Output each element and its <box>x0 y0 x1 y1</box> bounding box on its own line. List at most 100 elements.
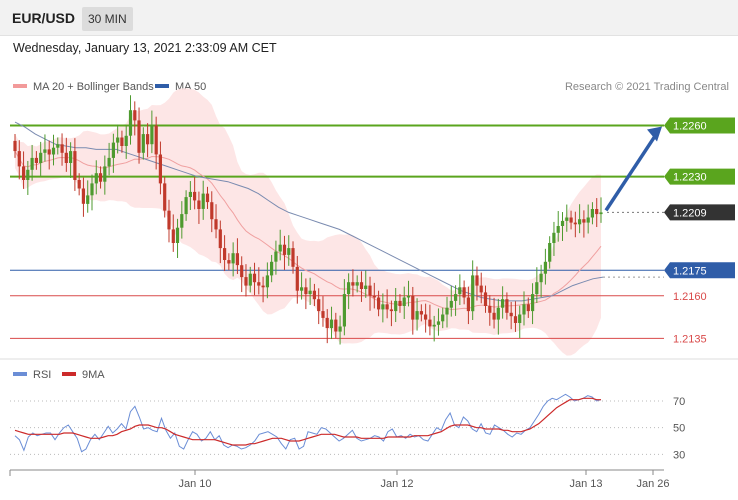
candle-body <box>321 311 325 318</box>
candle-body <box>599 212 603 215</box>
level-label-1.2260: 1.2260 <box>673 121 707 133</box>
candle-body <box>483 292 488 306</box>
toolbar: EUR/USD 30 MIN <box>0 0 738 36</box>
level-tag-1.2230 <box>664 168 735 185</box>
x-tick-label-jan-10: Jan 10 <box>178 478 211 490</box>
candle-body <box>56 144 60 148</box>
rsi-panel: 70 50 30 <box>10 393 685 461</box>
candle-body <box>244 277 248 286</box>
candle-body <box>188 191 192 197</box>
candle-body <box>210 202 214 220</box>
candle-body <box>22 166 26 180</box>
candle-body <box>492 312 496 320</box>
candle-body <box>107 157 111 167</box>
candle-body <box>334 319 338 332</box>
candle-body <box>355 282 359 286</box>
rsi-tick-30: 30 <box>673 449 685 461</box>
candle-body <box>218 229 222 249</box>
candle-body <box>590 209 594 218</box>
candle-body <box>163 183 167 211</box>
candle-body <box>235 253 239 266</box>
candle-body <box>47 149 51 155</box>
level-label-1.2230: 1.2230 <box>673 172 707 184</box>
candle-body <box>466 297 470 312</box>
rsi-line <box>14 393 602 453</box>
target-arrow-head <box>647 126 662 142</box>
candle-body <box>30 157 34 170</box>
candle-body <box>150 125 154 145</box>
candle-body <box>377 297 381 310</box>
timeframe-button[interactable]: 30 MIN <box>82 7 133 31</box>
candle-body <box>231 253 235 264</box>
candle-body <box>128 110 133 136</box>
candle-body <box>111 142 115 158</box>
bollinger-band <box>15 88 601 356</box>
level-label-1.2175: 1.2175 <box>673 265 707 277</box>
candle-body <box>578 219 582 225</box>
x-tick-label-jan-12: Jan 12 <box>380 478 413 490</box>
candle-body <box>342 294 346 327</box>
candle-body <box>34 157 38 163</box>
candle-body <box>141 134 145 153</box>
candle-body <box>304 287 308 295</box>
candle-body <box>359 282 364 289</box>
candle-body <box>573 222 577 225</box>
candle-body <box>261 285 265 288</box>
candle-body <box>509 312 513 317</box>
candle-body <box>60 144 64 153</box>
candle-body <box>488 306 492 313</box>
level-label-1.2135: 1.2135 <box>673 333 707 345</box>
symbol-label: EUR/USD <box>12 10 76 26</box>
candle-body <box>252 273 257 283</box>
candle-body <box>475 275 479 286</box>
candle-body <box>496 307 500 320</box>
candle-body <box>39 152 43 163</box>
candle-body <box>257 282 261 286</box>
candle-body <box>116 137 120 143</box>
candle-body <box>381 304 385 310</box>
candle-body <box>265 275 269 288</box>
candle-body <box>154 125 158 155</box>
candle-body <box>64 152 68 163</box>
ma9-legend-label: 9MA <box>82 369 105 381</box>
candle-body <box>308 290 312 295</box>
candle-body <box>552 232 556 243</box>
rsi-ma9-line <box>14 397 601 446</box>
candle-body <box>133 110 137 121</box>
candle-body <box>569 217 573 223</box>
candle-body <box>73 151 77 180</box>
candle-body <box>389 309 393 312</box>
candle-body <box>201 193 205 209</box>
candle-body <box>137 120 141 153</box>
candle-body <box>175 227 180 243</box>
candle-body <box>69 151 73 163</box>
x-tick-label-jan-13: Jan 13 <box>569 478 602 490</box>
candle-body <box>539 273 543 283</box>
candle-body <box>471 275 475 312</box>
candle-body <box>424 314 428 320</box>
candle-body <box>415 311 419 320</box>
candle-body <box>86 195 90 204</box>
target-arrow <box>604 126 662 212</box>
candle-body <box>454 294 458 301</box>
candle-body <box>449 300 453 308</box>
level-tag-1.2260 <box>664 117 735 134</box>
candle-body <box>385 304 389 310</box>
candle-body <box>445 307 449 315</box>
rsi-legend-label: RSI <box>33 369 51 381</box>
candle-body <box>428 319 432 327</box>
rsi-legend-swatch <box>13 372 27 376</box>
candle-body <box>120 137 124 146</box>
candle-body <box>223 248 227 260</box>
candle-body <box>248 273 252 286</box>
candle-body <box>458 287 462 295</box>
datetime-label: Wednesday, January 13, 2021 2:33:09 AM C… <box>13 41 277 55</box>
candle-body <box>479 285 483 293</box>
rsi-tick-70: 70 <box>673 396 685 408</box>
candle-body <box>193 191 197 201</box>
candle-body <box>595 209 599 215</box>
x-tick-label-jan-26: Jan 26 <box>636 478 669 490</box>
candle-body <box>411 295 415 320</box>
ma20-legend-swatch <box>13 84 27 88</box>
candle-body <box>26 169 30 180</box>
